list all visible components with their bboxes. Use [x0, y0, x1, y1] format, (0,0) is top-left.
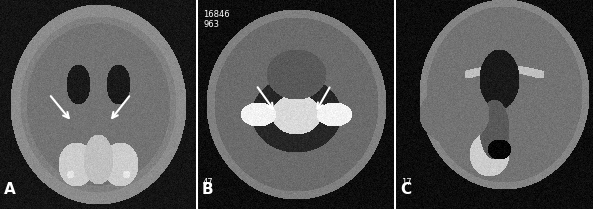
Text: 17: 17 — [401, 178, 412, 187]
Text: A: A — [4, 182, 16, 197]
Text: 47: 47 — [203, 178, 213, 187]
Text: B: B — [202, 182, 213, 197]
Text: C: C — [400, 182, 411, 197]
Text: 16846: 16846 — [203, 10, 229, 19]
Text: 963: 963 — [203, 20, 219, 29]
